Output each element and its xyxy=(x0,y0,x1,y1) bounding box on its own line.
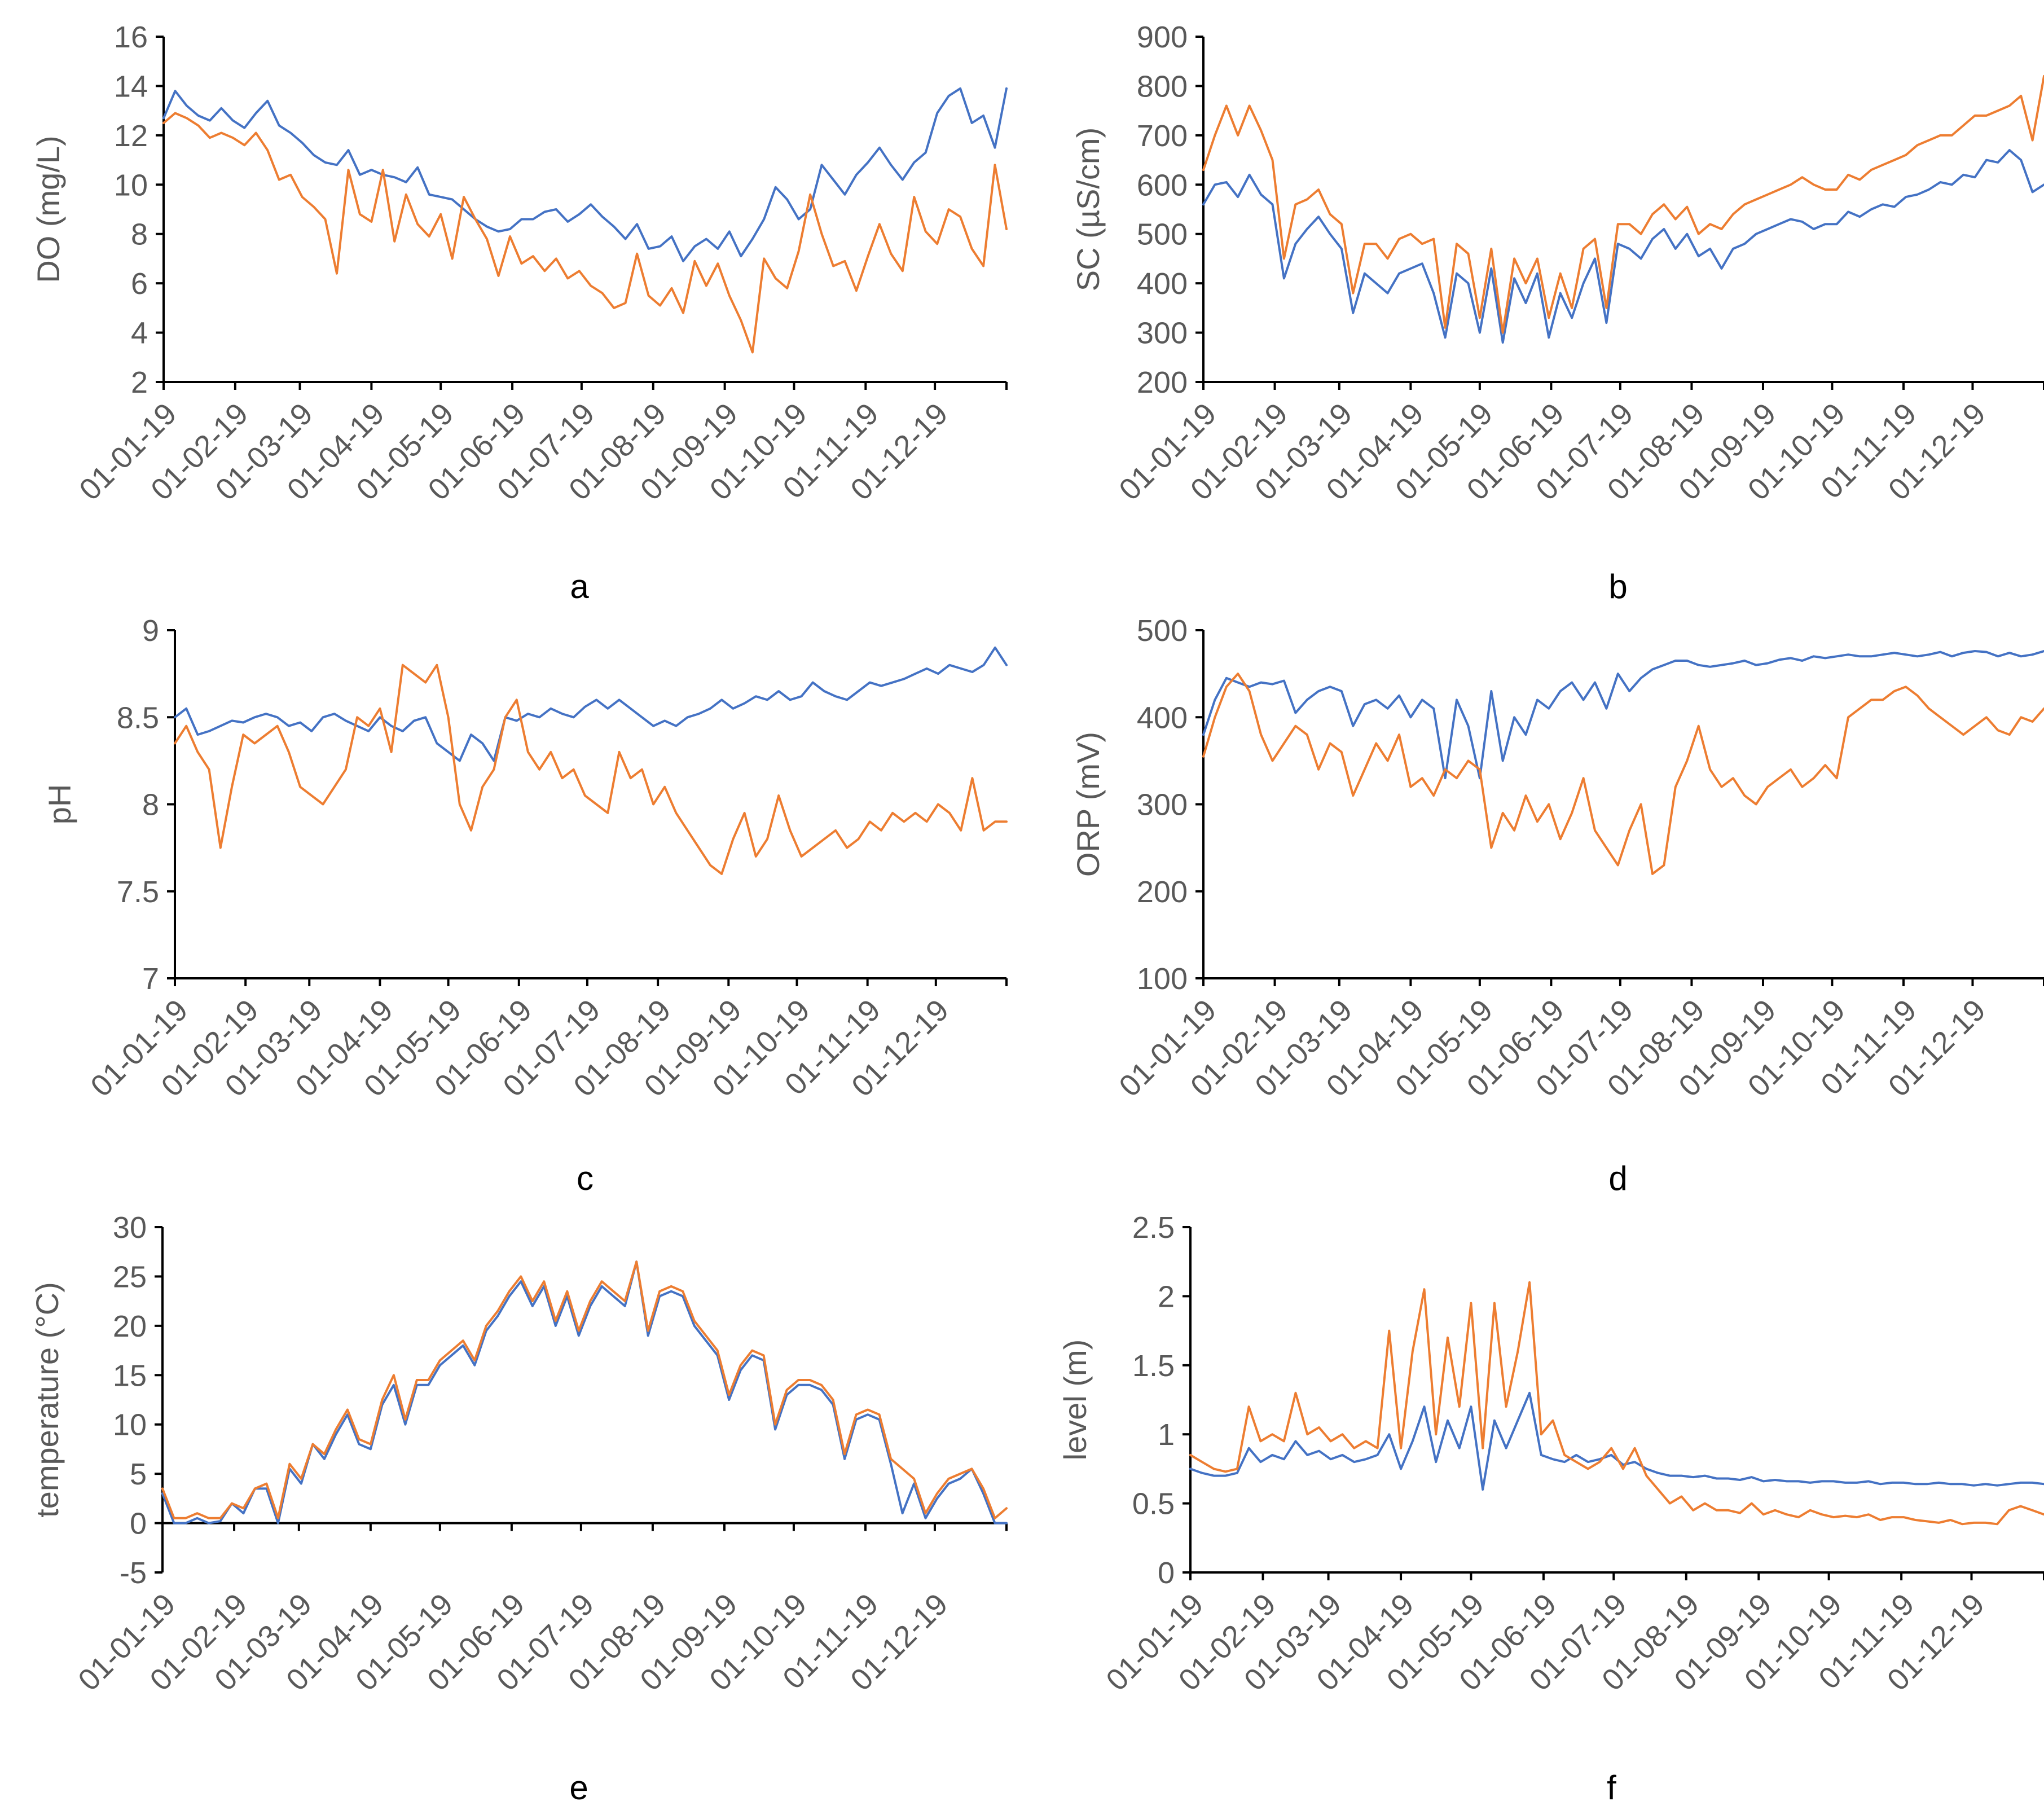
y-tick-label: 500 xyxy=(1137,218,1188,252)
y-tick-label: 100 xyxy=(1137,962,1188,996)
y-tick-label: 14 xyxy=(114,69,148,103)
y-tick-label: 8.5 xyxy=(117,701,159,735)
y-tick-label: 4 xyxy=(131,317,148,350)
y-tick-label: 30 xyxy=(113,1211,147,1245)
y-tick-label: 7 xyxy=(142,962,159,996)
y-axis-title: pH xyxy=(42,784,77,825)
y-tick-label: 16 xyxy=(114,20,148,54)
panel-label: d xyxy=(1608,1159,1627,1197)
series-line-2 xyxy=(1189,1281,2044,1526)
y-tick-label: 200 xyxy=(1137,366,1188,399)
y-tick-label: 500 xyxy=(1137,614,1188,648)
chart-panel-b: 20030040050060070080090001-01-1901-02-19… xyxy=(1070,20,2044,605)
y-tick-label: 300 xyxy=(1137,788,1188,822)
series-line-2 xyxy=(162,112,1008,354)
y-tick-label: 300 xyxy=(1137,317,1188,350)
y-tick-label: 400 xyxy=(1137,267,1188,301)
y-tick-label: 0 xyxy=(1158,1556,1175,1590)
y-tick-label: 0.5 xyxy=(1132,1487,1175,1521)
y-axis-title: temperature (°C) xyxy=(29,1282,65,1518)
y-tick-label: 12 xyxy=(114,119,148,153)
panel-label: f xyxy=(1607,1769,1616,1807)
series-line-1 xyxy=(1189,1391,2044,1491)
y-tick-label: 9 xyxy=(142,614,159,648)
chart-panel-e: -505101520253001-01-1901-02-1901-03-1901… xyxy=(29,1211,1008,1807)
y-tick-label: 2 xyxy=(1158,1280,1175,1313)
panel-label: c xyxy=(577,1159,594,1197)
y-tick-label: 5 xyxy=(130,1457,147,1491)
series-line-1 xyxy=(161,1260,1008,1524)
series-line-2 xyxy=(1202,673,2044,875)
y-tick-label: 7.5 xyxy=(117,875,159,909)
y-tick-label: 900 xyxy=(1137,20,1188,54)
y-tick-label: 600 xyxy=(1137,168,1188,202)
y-tick-label: 700 xyxy=(1137,119,1188,153)
y-axis-title: ORP (mV) xyxy=(1070,732,1106,877)
chart-panel-f: 00.511.522.501-01-1901-02-1901-03-1901-0… xyxy=(1057,1211,2044,1807)
y-tick-label: 15 xyxy=(113,1359,147,1392)
chart-panel-c: 77.588.5901-01-1901-02-1901-03-1901-04-1… xyxy=(42,614,1008,1197)
chart-panel-d: 10020030040050001-01-1901-02-1901-03-190… xyxy=(1070,614,2044,1197)
y-tick-label: 25 xyxy=(113,1260,147,1294)
y-axis-title: level (m) xyxy=(1057,1339,1093,1461)
y-tick-label: 1 xyxy=(1158,1418,1175,1452)
y-tick-label: 200 xyxy=(1137,875,1188,909)
panel-label: e xyxy=(569,1769,588,1807)
y-tick-label: 2 xyxy=(131,366,148,399)
y-tick-label: 800 xyxy=(1137,69,1188,103)
y-tick-label: 8 xyxy=(131,218,148,252)
y-tick-label: -5 xyxy=(120,1556,147,1590)
series-line-2 xyxy=(1202,74,2044,334)
y-tick-label: 10 xyxy=(114,168,148,202)
series-line-1 xyxy=(1202,650,2044,780)
y-tick-label: 20 xyxy=(113,1310,147,1343)
y-axis-title: DO (mg/L) xyxy=(30,135,66,283)
series-line-1 xyxy=(1202,149,2044,344)
y-tick-label: 10 xyxy=(113,1408,147,1442)
series-line-1 xyxy=(162,87,1008,262)
panel-label: a xyxy=(570,568,589,605)
chart-panel-a: 24681012141601-01-1901-02-1901-03-1901-0… xyxy=(30,20,1008,605)
y-tick-label: 1.5 xyxy=(1132,1349,1175,1383)
series-line-1 xyxy=(174,646,1008,762)
panel-label: b xyxy=(1608,568,1627,605)
y-axis-title: SC (µS/cm) xyxy=(1070,128,1106,291)
series-line-2 xyxy=(161,1260,1008,1519)
series-line-2 xyxy=(174,664,1008,875)
y-tick-label: 0 xyxy=(130,1507,147,1541)
y-tick-label: 8 xyxy=(142,788,159,822)
y-tick-label: 6 xyxy=(131,267,148,301)
y-tick-label: 400 xyxy=(1137,701,1188,735)
y-tick-label: 2.5 xyxy=(1132,1211,1175,1245)
